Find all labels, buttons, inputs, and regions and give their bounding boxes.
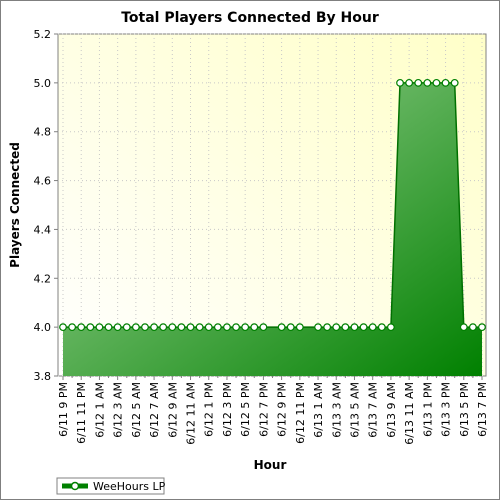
y-tick-label: 5.2: [34, 28, 52, 41]
x-tick-label: 6/12 11 AM: [185, 382, 198, 445]
x-tick-label: 6/13 5 AM: [348, 382, 361, 438]
x-tick-label: 6/13 3 PM: [440, 382, 453, 437]
x-tick-label: 6/13 3 AM: [330, 382, 343, 438]
data-point-marker: [95, 323, 104, 332]
data-point-marker: [314, 323, 322, 332]
data-point-marker: [213, 323, 222, 332]
data-point-marker: [250, 323, 259, 332]
data-point-marker: [232, 323, 240, 332]
data-point-marker: [195, 323, 204, 332]
y-tick-label: 4.8: [34, 126, 52, 139]
y-tick-label: 5.0: [34, 77, 52, 90]
data-point-marker: [113, 323, 122, 332]
data-point-marker: [68, 323, 77, 332]
data-point-marker: [159, 323, 168, 332]
data-point-marker: [59, 323, 67, 332]
y-axis: 3.8 4.0 4.2 4.4 4.6 4.8 5.0 5.2: [34, 28, 58, 383]
legend-marker-icon: [70, 481, 80, 491]
data-point-marker: [241, 323, 250, 332]
y-tick-label: 4.0: [34, 321, 52, 334]
data-point-marker: [396, 78, 404, 87]
data-point-marker: [150, 323, 158, 332]
x-tick-label: 6/13 5 PM: [458, 382, 471, 437]
data-point-marker: [295, 323, 304, 332]
x-tick-label: 6/12 5 PM: [239, 382, 252, 437]
x-tick-label: 6/11 11 PM: [75, 382, 88, 444]
data-point-marker: [186, 323, 195, 332]
x-tick-label: 6/12 9 PM: [276, 382, 289, 437]
data-point-marker: [332, 323, 341, 332]
area-fill: [63, 82, 482, 376]
data-point-marker: [377, 323, 386, 332]
data-point-marker: [441, 78, 450, 87]
chart-title: Total Players Connected By Hour: [121, 10, 379, 26]
data-point-marker: [432, 78, 441, 87]
x-tick-label: 6/12 7 PM: [257, 382, 270, 437]
data-point-marker: [286, 323, 295, 332]
y-tick-label: 3.8: [34, 370, 52, 383]
data-point-marker: [77, 323, 86, 332]
series-markers: [59, 78, 486, 332]
data-point-marker: [368, 323, 377, 332]
x-tick-label: 6/13 9 AM: [385, 382, 398, 438]
x-tick-label: 6/12 5 AM: [130, 382, 143, 438]
data-point-marker: [450, 78, 459, 87]
data-point-marker: [259, 323, 268, 332]
data-point-marker: [414, 78, 423, 87]
x-tick-label: 6/13 1 PM: [421, 382, 434, 437]
legend: WeeHours LP: [56, 477, 166, 495]
x-tick-label: 6/13 1 AM: [312, 382, 325, 438]
x-tick-label: 6/12 1 PM: [203, 382, 216, 437]
data-point-marker: [468, 323, 477, 332]
y-tick-label: 4.4: [34, 223, 52, 236]
x-axis: 6/11 9 PM 6/11 11 PM 6/12 1 AM 6/12 3 AM 6/1…: [57, 376, 489, 445]
y-tick-label: 4.6: [34, 175, 52, 188]
x-tick-label: 6/12 11 PM: [294, 382, 307, 444]
data-point-marker: [359, 323, 368, 332]
data-point-marker: [277, 323, 286, 332]
data-point-marker: [177, 323, 186, 332]
data-point-marker: [478, 323, 486, 332]
x-tick-label: 6/11 9 PM: [57, 382, 70, 437]
data-point-marker: [168, 323, 177, 332]
data-point-marker: [323, 323, 332, 332]
data-point-marker: [223, 323, 231, 332]
x-tick-label: 6/12 3 AM: [112, 382, 125, 438]
y-axis-title: Players Connected: [8, 142, 22, 268]
data-point-marker: [459, 323, 468, 332]
data-point-marker: [141, 323, 149, 332]
x-tick-label: 6/13 11 AM: [403, 382, 416, 445]
data-point-marker: [350, 323, 359, 332]
data-point-marker: [104, 323, 113, 332]
x-tick-label: 6/12 7 AM: [148, 382, 161, 438]
data-point-marker: [341, 323, 350, 332]
x-tick-label: 6/12 9 AM: [166, 382, 179, 438]
data-point-marker: [423, 78, 432, 87]
data-point-marker: [387, 323, 395, 332]
x-tick-label: 6/12 3 PM: [221, 382, 234, 437]
x-tick-label: 6/13 7 PM: [476, 382, 489, 437]
y-tick-label: 4.2: [34, 272, 52, 285]
data-point-marker: [86, 323, 95, 332]
x-axis-title: Hour: [254, 458, 287, 472]
x-tick-label: 6/13 7 AM: [367, 382, 380, 438]
data-point-marker: [405, 78, 414, 87]
data-point-marker: [204, 323, 213, 332]
legend-box: [56, 477, 165, 495]
data-point-marker: [131, 323, 140, 332]
x-tick-label: 6/12 1 AM: [93, 382, 106, 438]
data-point-marker: [122, 323, 131, 332]
legend-label: WeeHours LP: [93, 480, 166, 493]
